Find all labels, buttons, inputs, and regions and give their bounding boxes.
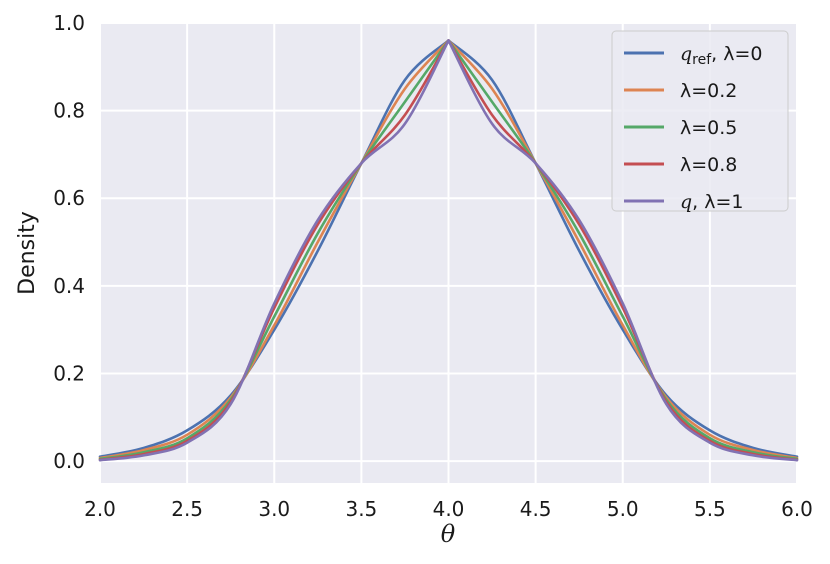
x-tick-label: 6.0 — [781, 497, 813, 521]
y-tick-label: 0.4 — [53, 274, 85, 298]
x-tick-label: 3.0 — [258, 497, 290, 521]
series-line-4 — [98, 39, 799, 462]
y-tick-label: 0.0 — [53, 449, 85, 473]
x-tick-label: 2.0 — [84, 497, 116, 521]
series-lines — [98, 39, 799, 462]
x-axis-label: θ — [441, 520, 456, 548]
series-line-1 — [98, 39, 799, 460]
y-tick-label: 0.8 — [53, 99, 85, 123]
x-tick-label: 5.5 — [694, 497, 726, 521]
x-tick-label: 3.5 — [345, 497, 377, 521]
y-axis-label: Density — [15, 211, 40, 295]
x-tick-labels: 2.0 2.5 3.0 3.5 4.0 4.5 5.0 5.5 6.0 — [84, 497, 813, 521]
series-line-3 — [98, 39, 799, 462]
y-tick-label: 0.2 — [53, 361, 85, 385]
y-tick-label: 1.0 — [53, 11, 85, 35]
y-tick-labels: 0.0 0.2 0.4 0.6 0.8 1.0 — [53, 11, 85, 473]
y-tick-label: 0.6 — [53, 186, 85, 210]
series-line-2 — [98, 39, 799, 461]
x-tick-label: 4.5 — [520, 497, 552, 521]
legend-entry: qref, λ=0 — [680, 43, 763, 68]
legend-entry: q, λ=1 — [680, 191, 744, 213]
legend-entry: λ=0.2 — [680, 80, 737, 102]
series-line-0 — [98, 39, 799, 458]
legend-box — [611, 30, 789, 212]
x-tick-label: 2.5 — [171, 497, 203, 521]
legend-entry: λ=0.8 — [680, 154, 737, 176]
legend-entry: λ=0.5 — [680, 117, 737, 139]
x-tick-label: 4.0 — [433, 497, 465, 521]
x-tick-label: 5.0 — [607, 497, 639, 521]
legend: qref, λ=0 λ=0.2 λ=0.5 λ=0.8 q, λ=1 — [611, 30, 789, 213]
